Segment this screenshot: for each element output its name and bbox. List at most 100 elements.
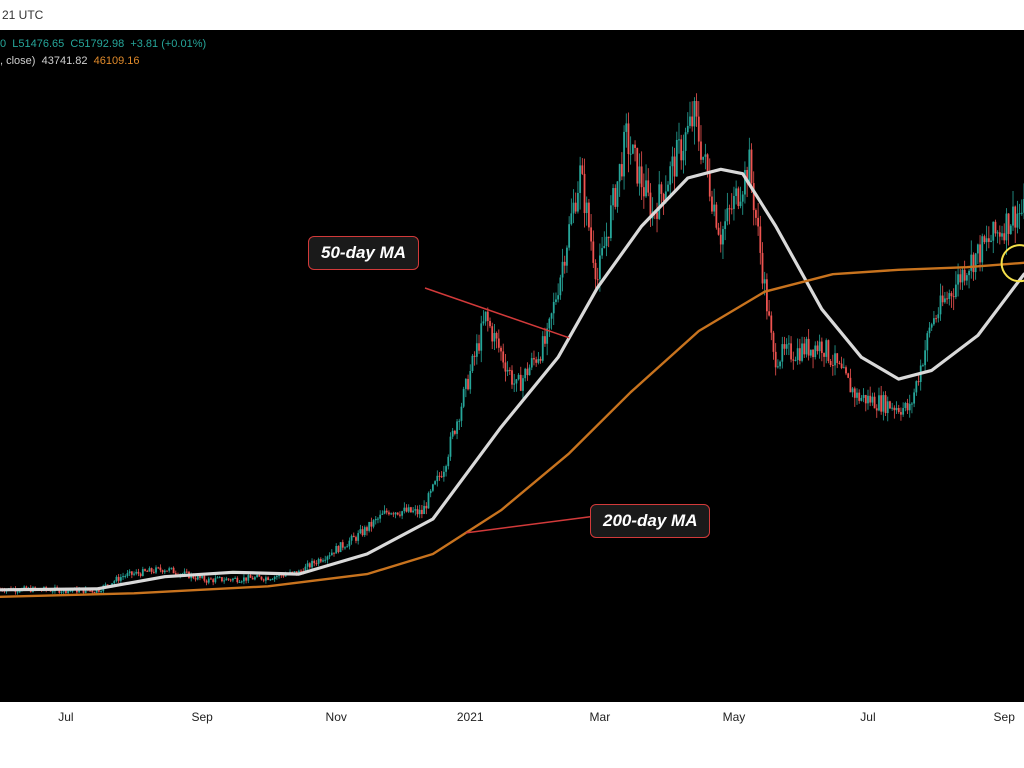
candle — [651, 197, 654, 226]
candle — [834, 345, 836, 376]
candle — [915, 380, 918, 396]
candle — [381, 510, 384, 516]
candle — [128, 569, 131, 576]
candle — [535, 356, 538, 367]
ma50-legend-value: 43741.82 — [41, 55, 88, 67]
candle — [561, 248, 564, 292]
candle — [728, 204, 731, 225]
candle — [965, 273, 968, 286]
candle — [781, 336, 784, 369]
price-chart[interactable]: 0 L51476.65 C51792.98 +3.81 (+0.01%) , c… — [0, 30, 1024, 702]
candle — [636, 147, 639, 187]
candle — [262, 578, 265, 583]
candle — [893, 405, 896, 419]
candle — [594, 259, 597, 292]
candle — [243, 574, 245, 585]
timestamp-text: 21 UTC — [2, 8, 44, 22]
candle — [871, 392, 874, 406]
candle — [603, 231, 606, 249]
candle — [346, 544, 349, 548]
candle — [585, 196, 588, 226]
ma200-line — [0, 261, 1024, 598]
candle — [390, 512, 393, 516]
candle — [152, 569, 155, 574]
candle — [702, 156, 705, 163]
candle — [680, 134, 683, 170]
candle — [392, 511, 395, 518]
candle — [506, 361, 509, 377]
candle — [399, 511, 401, 518]
candle — [227, 578, 230, 582]
candle — [374, 515, 377, 525]
candle — [686, 112, 689, 135]
candle — [647, 168, 650, 197]
candle — [306, 560, 309, 571]
candle — [831, 354, 834, 376]
candle — [524, 367, 527, 382]
candle — [922, 363, 924, 367]
candle — [555, 292, 557, 305]
candle — [319, 557, 322, 564]
x-tick-label: 2021 — [456, 710, 484, 724]
candle — [719, 221, 722, 253]
candle — [317, 557, 320, 567]
candle — [875, 404, 878, 418]
candle — [750, 143, 753, 193]
candle — [667, 181, 669, 192]
candle — [943, 291, 946, 304]
candle — [581, 158, 584, 176]
candle — [436, 470, 439, 487]
ma50-callout-pointer — [424, 287, 570, 339]
candle — [856, 388, 858, 405]
candle — [517, 373, 520, 381]
candle — [605, 222, 608, 257]
candle — [1003, 223, 1006, 244]
candle — [669, 161, 672, 199]
candle — [886, 396, 889, 422]
candle — [401, 510, 404, 520]
candle — [366, 525, 368, 536]
candle — [170, 567, 173, 570]
candle — [172, 566, 175, 574]
candle — [348, 537, 351, 550]
candle — [930, 322, 933, 332]
candle — [882, 391, 885, 421]
candle — [475, 334, 478, 365]
candle — [798, 338, 801, 365]
candle — [759, 215, 762, 265]
candle — [768, 300, 770, 317]
candle — [544, 327, 546, 347]
candle — [860, 395, 863, 402]
candle — [449, 432, 452, 461]
candle — [223, 577, 226, 584]
candle — [906, 398, 909, 414]
candle — [926, 330, 929, 362]
candle — [546, 322, 549, 356]
candle — [1016, 200, 1019, 234]
candle — [884, 391, 887, 416]
candle — [541, 331, 544, 363]
candle — [254, 575, 256, 581]
candle — [796, 338, 799, 365]
candle — [645, 164, 647, 198]
candle — [878, 387, 880, 412]
candle — [948, 289, 951, 306]
candle — [497, 329, 500, 353]
candle — [260, 576, 263, 581]
candlesticks — [0, 93, 1024, 596]
candle — [715, 202, 718, 230]
candle — [416, 505, 419, 518]
open-value: 0 — [0, 38, 7, 50]
candle — [370, 517, 373, 532]
candle — [711, 190, 713, 214]
candle — [924, 340, 927, 374]
candle — [396, 512, 399, 516]
candle — [640, 151, 643, 200]
candle — [990, 234, 992, 243]
candle — [330, 549, 333, 556]
candle — [693, 97, 696, 145]
price-chart-svg[interactable] — [0, 30, 1024, 702]
candle — [987, 226, 990, 249]
candle — [199, 575, 201, 581]
candle — [900, 407, 902, 421]
